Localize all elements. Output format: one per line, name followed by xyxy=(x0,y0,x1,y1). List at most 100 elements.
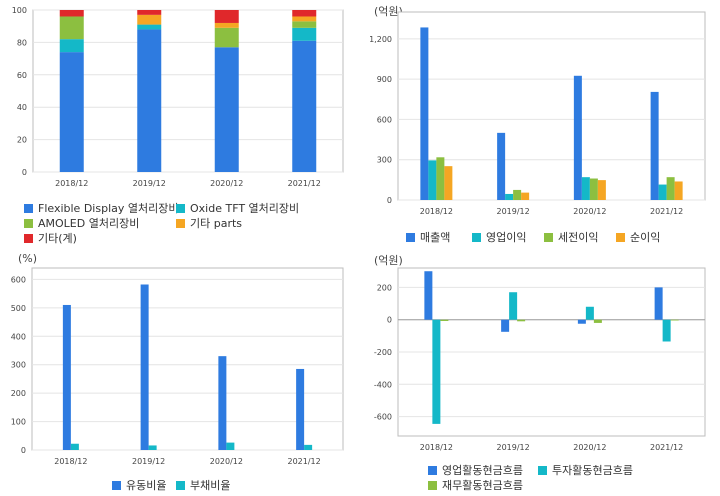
legend-label: 기타(계) xyxy=(38,232,77,245)
bar-segment xyxy=(292,21,317,28)
y-tick-label: 0 xyxy=(387,316,392,325)
bar xyxy=(577,319,586,324)
bar-segment xyxy=(137,10,162,15)
legend-label: 세전이익 xyxy=(558,231,599,244)
bar xyxy=(513,189,522,200)
x-tick-label: 2018/12 xyxy=(55,179,88,188)
legend-label: AMOLED 열처리장비 xyxy=(38,217,140,230)
bar-segment xyxy=(292,16,317,22)
y-tick-label: 0 xyxy=(387,196,392,205)
legend-item: 영업활동현금흐름 xyxy=(428,462,523,478)
composition-chart: 0 20 40 60 80 100 2018/12 2019/12 2020/12 2021/12 xyxy=(12,6,344,188)
legend-swatch xyxy=(428,480,437,490)
x-tick-label: 2018/12 xyxy=(420,443,453,452)
x-tick-label: 2018/12 xyxy=(54,457,87,466)
bar-segment xyxy=(137,14,162,25)
bar-segment xyxy=(59,10,84,17)
y-tick-label: 200 xyxy=(11,389,26,398)
y-tick-label: -200 xyxy=(374,348,392,357)
bar-segment xyxy=(214,10,239,23)
bar-segment xyxy=(137,24,162,30)
y-tick-label: 20 xyxy=(17,136,27,145)
bar xyxy=(140,284,149,450)
y-tick-label: 80 xyxy=(17,38,27,47)
bar xyxy=(62,304,71,450)
legend-item: 부채비율 xyxy=(176,477,230,493)
bar xyxy=(589,178,598,200)
bar xyxy=(218,356,227,450)
y-tick-label: 60 xyxy=(17,71,27,80)
bar-segment xyxy=(292,27,317,41)
legend-swatch xyxy=(544,232,553,242)
legend-swatch xyxy=(472,232,481,242)
bar-segment xyxy=(59,39,84,53)
legend-swatch xyxy=(428,465,437,475)
bar xyxy=(585,306,594,320)
bar xyxy=(440,319,449,321)
legend-swatch xyxy=(24,233,33,243)
legend-item: 유동비율 xyxy=(112,477,166,493)
cashflow-legend: 영업활동현금흐름 투자활동현금흐름 재무활동현금흐름 xyxy=(428,462,708,494)
bar xyxy=(304,444,313,450)
legend-swatch xyxy=(176,480,185,490)
legend-swatch xyxy=(176,218,185,228)
x-tick-label: 2020/12 xyxy=(573,207,606,216)
legend-swatch xyxy=(616,232,625,242)
legend-label: 재무활동현금흐름 xyxy=(442,479,523,492)
plot-frame xyxy=(31,267,344,451)
legend-item: 세전이익 xyxy=(544,229,598,245)
bar xyxy=(581,177,590,200)
bar xyxy=(226,442,235,450)
legend-swatch xyxy=(24,218,33,228)
legend-item: AMOLED 열처리장비 xyxy=(24,215,139,231)
legend-label: 유동비율 xyxy=(126,479,167,492)
legend-item: 매출액 xyxy=(406,229,450,245)
legend-swatch xyxy=(112,480,121,490)
bar xyxy=(428,160,437,200)
bar-segment xyxy=(292,10,317,17)
legend-swatch xyxy=(538,465,547,475)
bar-segment xyxy=(214,47,239,173)
cashflow-unit-label: (억원) xyxy=(374,254,403,267)
legend-label: 영업이익 xyxy=(486,231,527,244)
y-tick-label: 600 xyxy=(377,115,392,124)
bar-segment xyxy=(214,27,239,48)
bar xyxy=(654,287,663,320)
legend-label: Flexible Display 열처리장비 xyxy=(38,202,179,215)
bar xyxy=(662,319,671,342)
bar xyxy=(593,319,602,323)
ratios-chart: 0 100 200 300 400 500 600 2018/12 2019/12 2020/12… xyxy=(11,267,344,466)
bar xyxy=(597,180,606,200)
x-tick-label: 2021/12 xyxy=(650,207,683,216)
y-tick-label: -600 xyxy=(374,413,392,422)
bar xyxy=(497,132,506,200)
y-tick-label: 300 xyxy=(11,361,26,370)
bar xyxy=(436,157,445,200)
income-unit-label: (억원) xyxy=(374,5,403,18)
y-tick-label: 1,200 xyxy=(369,35,392,44)
bar xyxy=(670,319,679,321)
x-tick-label: 2020/12 xyxy=(210,457,243,466)
legend-label: 투자활동현금흐름 xyxy=(552,464,633,477)
x-tick-label: 2021/12 xyxy=(288,457,321,466)
y-tick-label: 500 xyxy=(11,304,26,313)
x-tick-label: 2019/12 xyxy=(497,443,530,452)
composition-legend: Flexible Display 열처리장비 Oxide TFT 열처리장비 A… xyxy=(24,200,354,246)
y-tick-label: 900 xyxy=(377,75,392,84)
bar xyxy=(501,319,510,332)
legend-item: 기타(계) xyxy=(24,230,77,246)
legend-item: Oxide TFT 열처리장비 xyxy=(176,200,299,216)
bar xyxy=(296,368,305,450)
bar xyxy=(424,271,433,320)
legend-swatch xyxy=(24,203,33,213)
plot-frame xyxy=(32,9,344,173)
y-tick-label: 600 xyxy=(11,275,26,284)
x-tick-label: 2020/12 xyxy=(573,443,606,452)
x-tick-label: 2021/12 xyxy=(288,179,321,188)
y-tick-label: 0 xyxy=(21,446,26,455)
bar-segment xyxy=(59,52,84,173)
bar-segment xyxy=(59,16,84,40)
bar xyxy=(432,319,441,424)
y-tick-label: 40 xyxy=(17,103,27,112)
y-tick-label: 400 xyxy=(11,332,26,341)
